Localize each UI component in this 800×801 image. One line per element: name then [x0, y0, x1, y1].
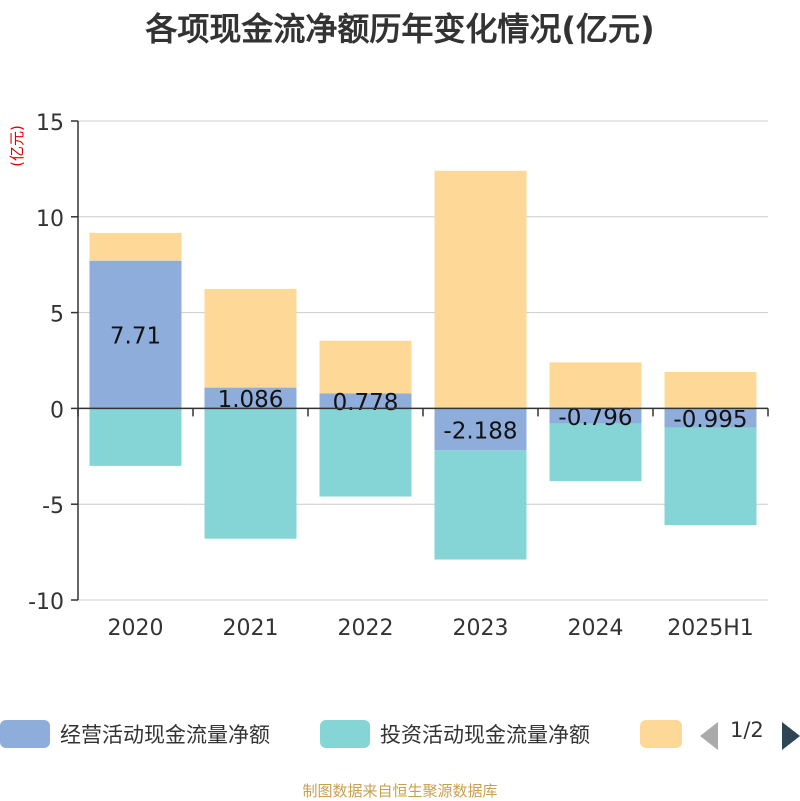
bar-financing — [89, 232, 182, 261]
y-tick-label: 10 — [36, 207, 64, 232]
x-tick-label: 2022 — [338, 616, 394, 641]
legend-item-investing[interactable]: 投资活动现金流量净额 — [320, 716, 590, 752]
bar-investing — [89, 408, 182, 466]
x-tick-label: 2023 — [453, 616, 509, 641]
legend-label-investing: 投资活动现金流量净额 — [380, 723, 590, 747]
y-tick-label: -10 — [28, 590, 64, 615]
y-tick-label: -5 — [42, 494, 64, 519]
data-label: 0.778 — [333, 390, 399, 416]
legend: 经营活动现金流量净额 投资活动现金流量净额 — [0, 716, 800, 752]
x-tick-label: 2024 — [568, 616, 624, 641]
data-label: -0.995 — [673, 407, 747, 433]
bar-investing — [549, 423, 642, 482]
x-tick-label: 2021 — [223, 616, 279, 641]
bar-operating — [319, 393, 412, 409]
legend-label-operating: 经营活动现金流量净额 — [60, 723, 270, 747]
legend-item-financing[interactable] — [640, 716, 682, 752]
y-tick-label: 0 — [50, 398, 64, 423]
legend-prev-page-icon[interactable] — [700, 722, 718, 750]
bar-operating — [664, 408, 757, 428]
bar-financing — [549, 362, 642, 409]
bar-operating — [89, 260, 182, 409]
bar-investing — [434, 450, 527, 560]
bar-investing — [664, 427, 757, 526]
y-tick-label: 5 — [50, 303, 64, 328]
bar-operating — [434, 408, 527, 451]
legend-swatch-financing — [640, 720, 682, 748]
bar-investing — [204, 408, 297, 539]
data-label: -0.796 — [558, 405, 632, 431]
legend-item-operating[interactable]: 经营活动现金流量净额 — [0, 716, 270, 752]
bar-financing — [319, 340, 412, 394]
legend-swatch-operating — [0, 720, 50, 748]
y-tick-label: 15 — [36, 111, 64, 136]
legend-swatch-investing — [320, 720, 370, 748]
legend-next-page-icon[interactable] — [782, 722, 800, 750]
data-label: -2.188 — [443, 418, 517, 444]
footer-source: 制图数据来自恒生聚源数据库 — [302, 782, 498, 800]
bar-operating — [204, 387, 297, 409]
x-tick-label: 2025H1 — [667, 616, 754, 641]
chart-title: 各项现金流净额历年变化情况(亿元) — [145, 10, 655, 48]
bar-operating — [549, 408, 642, 424]
data-label: 7.71 — [110, 324, 161, 350]
bar-financing — [664, 371, 757, 409]
x-tick-label: 2020 — [108, 616, 164, 641]
bar-investing — [319, 408, 412, 497]
y-axis-unit-label: (亿元) — [8, 125, 26, 167]
legend-page-indicator: 1/2 — [730, 718, 764, 742]
bar-financing — [204, 288, 297, 388]
bar-financing — [434, 170, 527, 409]
